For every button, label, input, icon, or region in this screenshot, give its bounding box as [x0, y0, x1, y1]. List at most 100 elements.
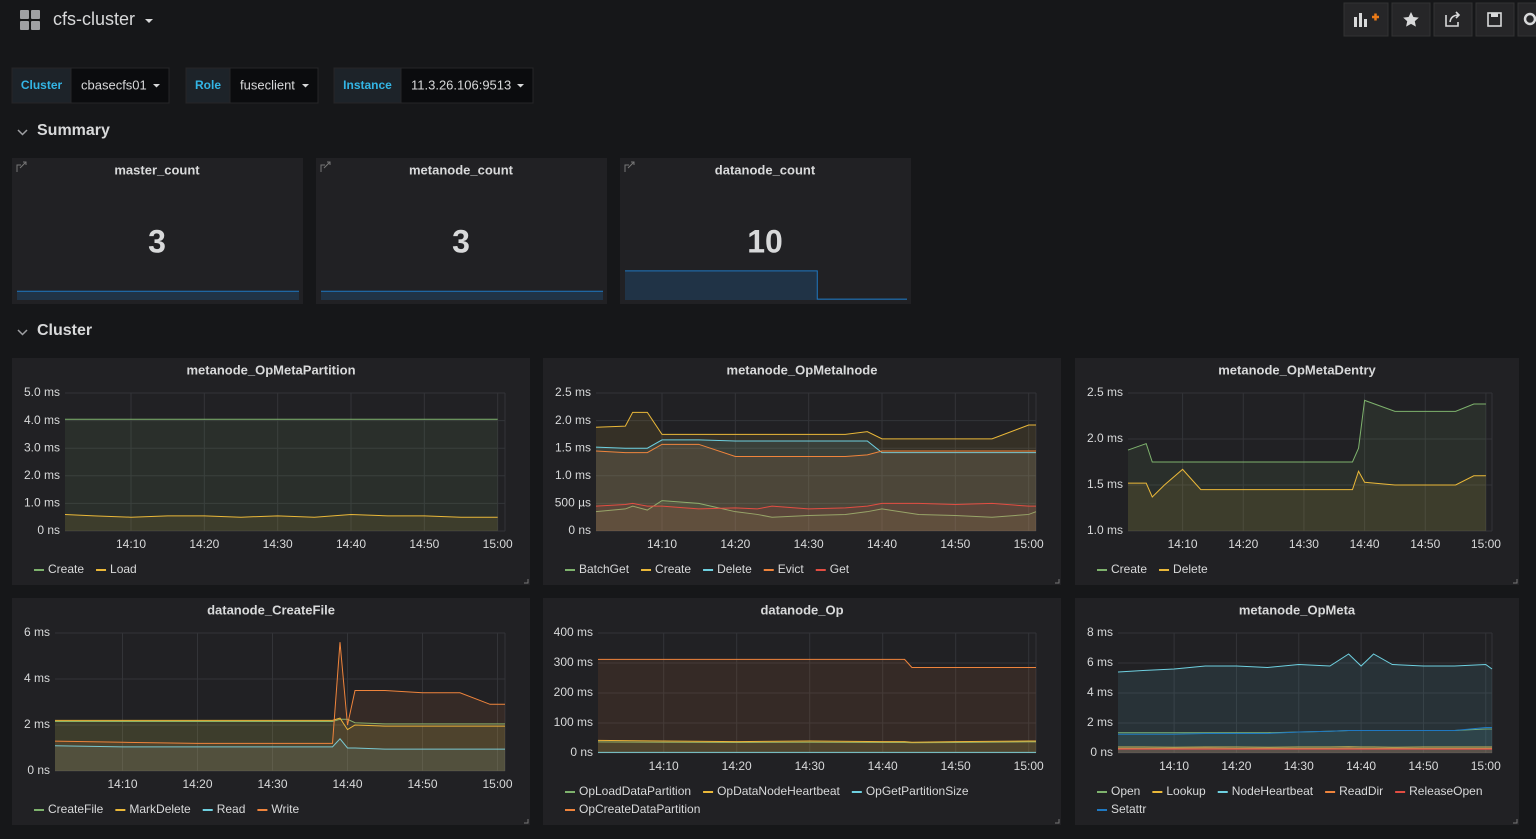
panel-link-icon[interactable] [16, 161, 27, 172]
sparkline-area [625, 270, 907, 300]
stat-panel [316, 158, 607, 304]
variable-select[interactable] [70, 67, 170, 104]
variable-caret [517, 84, 524, 88]
legend-swatch [115, 809, 126, 811]
legend-label[interactable]: Evict [778, 562, 805, 576]
legend-swatch [1152, 791, 1163, 793]
x-tick-label: 14:20 [182, 777, 212, 791]
y-tick-label: 400 ms [554, 625, 593, 639]
x-tick-label: 14:40 [336, 537, 366, 551]
variable-value[interactable]: fuseclient [240, 77, 295, 92]
y-tick-label: 4 ms [1087, 685, 1113, 699]
legend-swatch [1097, 809, 1107, 811]
legend-label[interactable]: Open [1111, 784, 1140, 798]
y-tick-label: 200 ms [554, 685, 593, 699]
series-line [597, 739, 1036, 743]
row-title[interactable]: Summary [37, 122, 110, 139]
dashboard-icon[interactable] [20, 10, 40, 30]
row-title[interactable]: Cluster [37, 322, 92, 339]
legend-label[interactable]: MarkDelete [129, 802, 191, 816]
resize-handle [524, 819, 529, 824]
stat-title: metanode_count [409, 162, 514, 177]
series-area [65, 419, 498, 531]
panel-link-icon[interactable] [320, 161, 331, 172]
x-tick-label: 14:20 [189, 537, 219, 551]
x-tick-label: 14:30 [795, 759, 825, 773]
series-line [55, 718, 505, 725]
legend-label[interactable]: Load [110, 562, 137, 576]
series-line [595, 500, 1037, 518]
legend-label[interactable]: Get [830, 562, 850, 576]
variable-caret [302, 84, 309, 88]
legend-label[interactable]: Delete [717, 562, 752, 576]
series-area [55, 718, 505, 771]
stat-title: master_count [114, 162, 200, 177]
row-chevron[interactable] [17, 329, 28, 336]
x-tick-label: 14:30 [257, 777, 287, 791]
x-tick-label: 14:50 [1410, 537, 1440, 551]
y-tick-label: 100 ms [554, 715, 593, 729]
x-tick-label: 14:10 [116, 537, 146, 551]
legend-label[interactable]: ReadDir [1339, 784, 1383, 798]
graph-panel [1075, 358, 1519, 585]
legend-swatch [34, 809, 44, 811]
legend-label[interactable]: OpGetPartitionSize [866, 784, 969, 798]
legend-swatch [703, 569, 714, 571]
legend-swatch [851, 791, 862, 793]
legend-label[interactable]: OpCreateDataPartition [579, 802, 700, 816]
x-tick-label: 14:50 [407, 777, 437, 791]
y-tick-label: 0 ns [568, 523, 591, 537]
share-button[interactable] [1433, 2, 1473, 37]
variable-label: Role [195, 78, 221, 92]
variable-select[interactable] [229, 67, 319, 104]
settings-button[interactable] [1517, 2, 1536, 37]
series-line [595, 443, 1036, 457]
y-tick-label: 2.0 ms [1087, 431, 1123, 445]
x-tick-label: 14:50 [409, 537, 439, 551]
variable-select[interactable] [400, 67, 534, 104]
series-area [598, 659, 1036, 753]
resize-handle [1513, 819, 1518, 824]
x-tick-label: 14:30 [1284, 759, 1314, 773]
y-tick-label: 0 ns [1090, 745, 1113, 759]
legend-label[interactable]: OpDataNodeHeartbeat [717, 784, 840, 798]
x-tick-label: 14:10 [1168, 537, 1198, 551]
chart-title: metanode_OpMetaPartition [186, 362, 355, 377]
y-tick-label: 5.0 ms [24, 385, 60, 399]
y-tick-label: 6 ms [1087, 655, 1113, 669]
title-caret[interactable] [145, 19, 153, 23]
resize-handle [1055, 819, 1060, 824]
legend-label[interactable]: Delete [1173, 562, 1208, 576]
legend-label[interactable]: Create [655, 562, 691, 576]
save-button[interactable] [1475, 2, 1515, 37]
x-tick-label: 15:00 [1471, 759, 1501, 773]
series-area [65, 514, 498, 531]
legend-label[interactable]: BatchGet [579, 562, 630, 576]
legend-label[interactable]: Write [271, 802, 299, 816]
legend-label[interactable]: CreateFile [48, 802, 104, 816]
x-tick-label: 14:40 [867, 537, 897, 551]
legend-label[interactable]: Read [217, 802, 246, 816]
legend-label[interactable]: Setattr [1111, 802, 1146, 816]
dashboard-title[interactable]: cfs-cluster [53, 9, 135, 29]
legend-label[interactable]: Create [48, 562, 84, 576]
row-chevron[interactable] [17, 129, 28, 136]
legend-label[interactable]: NodeHeartbeat [1232, 784, 1314, 798]
graph-panel [1075, 598, 1519, 825]
graph-panel [543, 598, 1061, 825]
y-tick-label: 1.0 ms [555, 468, 591, 482]
variable-value[interactable]: cbasecfs01 [81, 77, 147, 92]
legend-label[interactable]: OpLoadDataPartition [579, 784, 691, 798]
panel-link-icon[interactable] [624, 161, 635, 172]
series-line [595, 411, 1036, 440]
x-tick-label: 14:20 [722, 759, 752, 773]
legend-swatch [565, 791, 575, 793]
legend-swatch [565, 809, 575, 811]
series-line [1128, 468, 1486, 498]
legend-label[interactable]: Lookup [1166, 784, 1206, 798]
variable-value[interactable]: 11.3.26.106:9513 [411, 77, 511, 92]
x-tick-label: 14:40 [868, 759, 898, 773]
legend-label[interactable]: Create [1111, 562, 1147, 576]
series-area [1128, 400, 1486, 531]
legend-label[interactable]: ReleaseOpen [1409, 784, 1482, 798]
